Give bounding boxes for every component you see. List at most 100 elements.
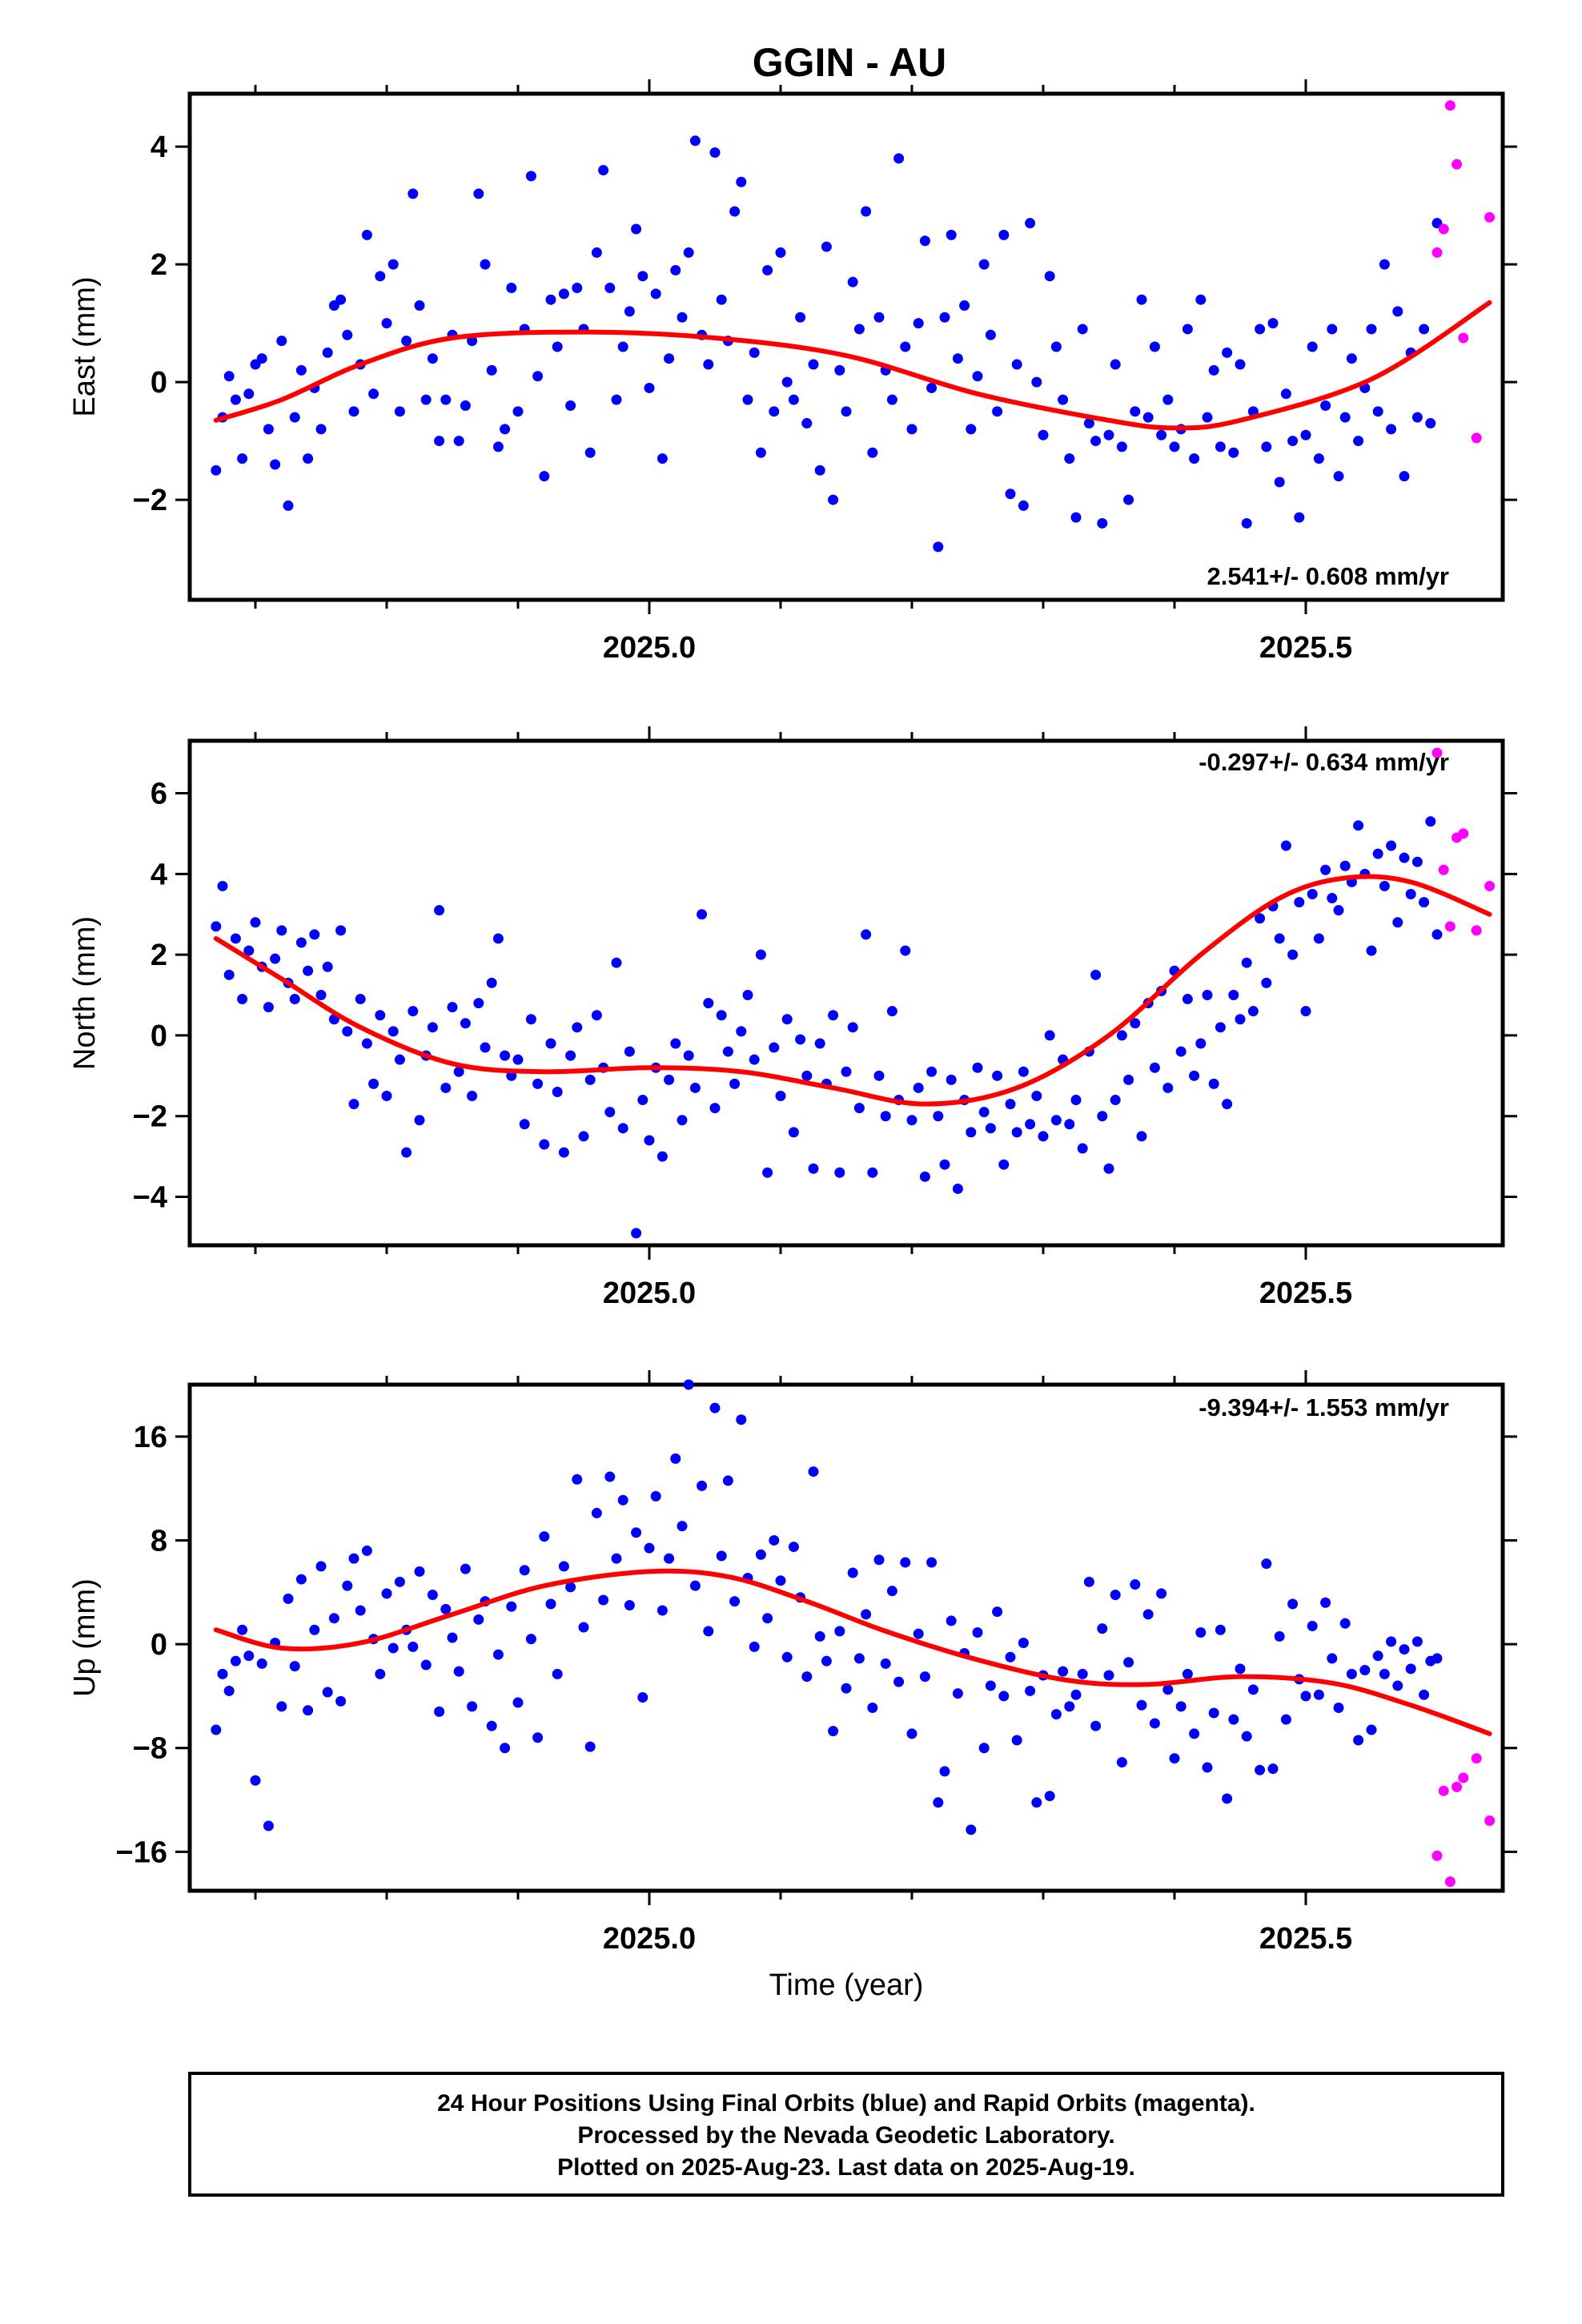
- up-final-point: [1327, 1653, 1338, 1664]
- north-final-point: [1419, 897, 1430, 908]
- east-final-point: [1307, 341, 1318, 352]
- up-final-point: [1274, 1630, 1285, 1642]
- up-final-point: [1162, 1684, 1174, 1695]
- north-final-point: [309, 929, 320, 940]
- east-final-point: [243, 388, 255, 400]
- east-final-point: [1156, 429, 1167, 440]
- north-final-point: [1399, 852, 1410, 863]
- up-final-point: [223, 1685, 235, 1696]
- east-final-point: [631, 223, 642, 235]
- north-final-point: [1208, 1078, 1219, 1089]
- north-final-point: [978, 1107, 990, 1118]
- up-final-point: [532, 1732, 544, 1743]
- north-final-point: [1018, 1066, 1029, 1077]
- east-final-point: [584, 447, 596, 458]
- east-final-point: [1050, 341, 1062, 352]
- up-final-point: [1142, 1609, 1154, 1620]
- up-final-point: [985, 1680, 996, 1691]
- up-final-point: [427, 1590, 438, 1601]
- up-final-point: [420, 1659, 432, 1671]
- up-final-point: [211, 1724, 222, 1735]
- east-final-point: [992, 406, 1003, 417]
- up-final-point: [381, 1588, 392, 1599]
- north-final-point: [270, 953, 281, 964]
- east-final-point: [1070, 512, 1082, 523]
- up-final-point: [1097, 1623, 1108, 1634]
- east-final-point: [972, 371, 983, 382]
- east-final-point: [283, 500, 294, 511]
- north-final-point: [401, 1147, 412, 1158]
- north-final-point: [519, 1119, 530, 1130]
- up-final-point: [552, 1668, 563, 1679]
- east-final-point: [342, 329, 353, 340]
- east-final-point: [1333, 471, 1344, 482]
- east-rapid-point: [1452, 159, 1463, 170]
- north-rate-label: -0.297+/- 0.634 mm/yr: [1199, 748, 1449, 776]
- up-final-point: [355, 1605, 366, 1616]
- east-final-point: [801, 418, 813, 429]
- up-ytick-label: 0: [151, 1628, 167, 1662]
- up-ytick-label: 16: [134, 1421, 167, 1454]
- east-final-point: [729, 206, 741, 217]
- up-final-point: [814, 1630, 825, 1642]
- up-final-point: [867, 1703, 878, 1714]
- up-final-point: [978, 1743, 990, 1754]
- up-final-point: [1116, 1757, 1127, 1768]
- east-final-point: [545, 294, 556, 305]
- panel-east: 2025.0 2025.5 −2 0 2 4 East (mm) 2.541+/- 0.608…: [68, 79, 1517, 665]
- east-trend-line: [213, 300, 1492, 431]
- east-final-point: [295, 364, 307, 376]
- north-final-point: [788, 1127, 799, 1138]
- up-final-point: [578, 1622, 589, 1633]
- up-final-point: [656, 1605, 668, 1616]
- north-final-point: [427, 1022, 438, 1033]
- north-final-point: [1379, 880, 1390, 891]
- east-final-point: [1142, 412, 1154, 423]
- up-final-point: [644, 1542, 655, 1554]
- up-final-point: [315, 1561, 327, 1572]
- east-final-point: [1090, 436, 1102, 447]
- east-final-point: [1182, 324, 1193, 335]
- up-final-point: [467, 1701, 478, 1712]
- up-final-point: [1011, 1735, 1022, 1746]
- east-final-point: [565, 400, 576, 411]
- north-final-point: [408, 1006, 419, 1017]
- up-final-point: [598, 1594, 609, 1606]
- east-final-point: [900, 341, 911, 352]
- north-final-point: [664, 1074, 675, 1085]
- up-final-point: [1182, 1668, 1193, 1679]
- north-final-point: [952, 1183, 963, 1194]
- east-rate-label: 2.541+/- 0.608 mm/yr: [1207, 562, 1449, 590]
- north-final-point: [440, 1082, 452, 1093]
- up-final-point: [677, 1521, 688, 1532]
- up-final-point: [1333, 1703, 1344, 1714]
- north-final-point: [355, 994, 366, 1005]
- up-final-point: [841, 1683, 852, 1694]
- north-final-point: [926, 1066, 938, 1077]
- east-final-point: [1025, 218, 1036, 229]
- east-final-point: [368, 388, 379, 400]
- up-final-point: [584, 1741, 596, 1752]
- up-final-point: [414, 1566, 425, 1577]
- up-final-point: [1392, 1680, 1403, 1691]
- up-final-point: [1346, 1668, 1357, 1679]
- up-final-point: [394, 1576, 405, 1587]
- east-final-point: [1339, 412, 1351, 423]
- north-final-point: [289, 994, 300, 1005]
- east-final-point: [946, 229, 957, 240]
- north-final-point: [414, 1115, 425, 1126]
- east-rapid-point: [1484, 211, 1496, 223]
- east-final-point: [1038, 429, 1049, 440]
- up-final-point: [946, 1615, 957, 1626]
- east-final-point: [394, 406, 405, 417]
- north-final-point: [1247, 1006, 1259, 1017]
- north-final-point: [611, 957, 622, 968]
- up-final-point: [263, 1820, 274, 1831]
- east-final-point: [893, 153, 905, 164]
- east-final-point: [414, 300, 425, 312]
- north-final-point: [617, 1123, 628, 1134]
- north-final-point: [631, 1228, 642, 1239]
- east-final-point: [335, 294, 347, 305]
- east-final-point: [867, 447, 878, 458]
- up-final-point: [512, 1697, 524, 1708]
